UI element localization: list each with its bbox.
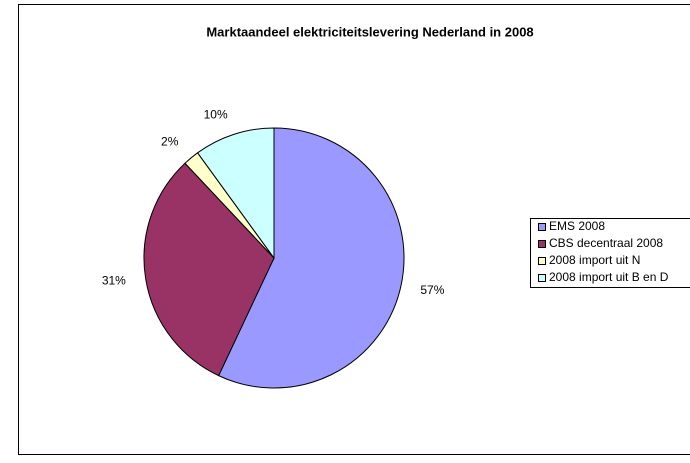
legend: EMS 2008 CBS decentraal 2008 2008 import u…: [538, 219, 669, 284]
legend-label: 2008 import uit N: [549, 253, 640, 267]
pie-slice: [217, 127, 405, 389]
legend-label: EMS 2008: [549, 219, 605, 233]
data-label: 2%: [161, 135, 179, 149]
legend-swatch: [538, 274, 546, 282]
legend-swatch: [538, 240, 546, 248]
pie-slice: [143, 162, 275, 377]
legend-swatch: [538, 257, 546, 265]
pie: 57% 31% 2% 10%: [102, 108, 445, 389]
legend-swatch: [538, 223, 546, 231]
legend-label: CBS decentraal 2008: [549, 236, 663, 250]
chart-title: Marktaandeel elektriciteitslevering Nede…: [206, 24, 533, 39]
legend-label: 2008 import uit B en D: [549, 270, 669, 284]
data-label: 10%: [204, 108, 228, 122]
legend-box: [530, 218, 690, 288]
data-label: 57%: [420, 283, 444, 297]
data-label: 31%: [102, 274, 126, 288]
pie-slice: [196, 127, 275, 260]
